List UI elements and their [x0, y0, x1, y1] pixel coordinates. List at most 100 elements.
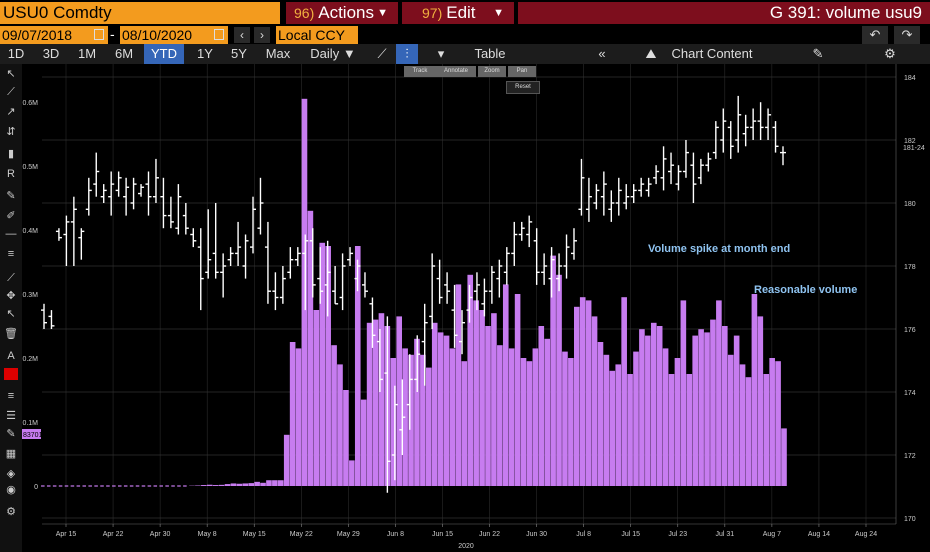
settings-icon[interactable]: ⚙	[6, 506, 16, 518]
reset-button[interactable]: Reset	[506, 81, 540, 94]
cursor-icon[interactable]: ↖	[6, 68, 16, 80]
price-bar	[742, 114, 749, 147]
edit-menu-button[interactable]: 97) Edit ▼	[402, 2, 514, 24]
fib-icon[interactable]: ⇵	[6, 126, 16, 138]
price-bar	[600, 171, 607, 216]
colors-icon[interactable]: ◉	[6, 484, 16, 496]
chevron-down-icon[interactable]: ▾	[437, 46, 445, 61]
table-button[interactable]: Table	[474, 46, 506, 61]
pencil-icon[interactable]: ✎	[6, 190, 16, 202]
period-1y[interactable]: 1Y	[197, 46, 213, 61]
volume-bar	[325, 246, 331, 486]
period-5y[interactable]: 5Y	[231, 46, 247, 61]
volume-price-chart[interactable]: 00.1M0.2M0.3M0.4M0.5M0.6M 17017217417617…	[0, 64, 930, 552]
collapse-icon[interactable]: «	[598, 46, 606, 61]
track-button[interactable]: Track	[404, 66, 436, 77]
volume-bar	[147, 485, 152, 487]
drawing-tools-strip: ↖ ⟋ ↗ ⇵ ▮ R ✎ ✐ — ≡ ⟋ ✥ ↖ 🗑 A ≡ ☰ ✎ ▦ ◈ …	[0, 64, 22, 552]
price-bar	[608, 190, 615, 222]
text-tool-icon[interactable]: A	[7, 350, 15, 362]
last-price-label: 181-24	[903, 145, 925, 152]
line-style-icon[interactable]: ≡	[7, 390, 15, 402]
chevron-down-icon: ▼	[377, 7, 388, 19]
trendline-icon[interactable]: ⟋	[7, 86, 15, 98]
r-tool-icon[interactable]: R	[7, 168, 15, 180]
prev-period-button[interactable]: ‹	[234, 27, 250, 43]
period-max[interactable]: Max	[265, 46, 291, 61]
price-bar	[563, 234, 570, 279]
undo-icon[interactable]: ↶	[862, 26, 888, 44]
x-axis-tick: Apr 15	[56, 531, 77, 538]
price-bar	[324, 240, 331, 317]
price-bar	[220, 253, 227, 298]
channel-icon[interactable]: ≡	[7, 248, 15, 260]
left-axis-tick: 0	[34, 484, 38, 491]
volume-bar	[337, 364, 343, 486]
x-axis-tick: Jul 15	[621, 531, 640, 538]
right-axis-tick: 176	[904, 327, 916, 334]
volume-bar	[722, 326, 728, 486]
period-6m[interactable]: 6M	[114, 46, 134, 61]
ticker-field[interactable]: USU0 Comdty	[0, 2, 280, 24]
pointer-icon[interactable]: ↖	[6, 308, 16, 320]
volume-bar	[390, 358, 397, 486]
line-chart-icon[interactable]: ⟋	[377, 46, 387, 61]
start-date-field[interactable]: 09/07/2018	[0, 26, 108, 44]
period-1d[interactable]: 1D	[7, 46, 25, 61]
currency-select[interactable]: Local CCY	[276, 26, 358, 44]
price-bar	[653, 165, 660, 185]
price-bar	[511, 221, 518, 266]
zoom-button[interactable]: Zoom	[478, 66, 506, 77]
volume-bar	[118, 485, 122, 487]
right-axis-tick: 184	[904, 75, 916, 82]
edit-icon[interactable]: ✎	[812, 46, 824, 61]
line-weight-icon[interactable]: ☰	[6, 410, 16, 422]
volume-bar	[597, 342, 604, 486]
edit-label: Edit	[446, 3, 476, 22]
ruler-icon[interactable]: ▮	[7, 148, 15, 160]
pan-button[interactable]: Pan	[508, 66, 536, 77]
volume-bar	[757, 316, 764, 486]
volume-bar	[295, 348, 302, 486]
period-ytd[interactable]: YTD	[144, 44, 184, 64]
price-bar	[503, 247, 510, 285]
price-bar	[205, 209, 212, 279]
volume-bar	[248, 483, 254, 486]
redo-icon[interactable]: ↷	[894, 26, 920, 44]
actions-menu-button[interactable]: 96) Actions ▼	[286, 2, 398, 24]
annotate-button[interactable]: Annotate	[436, 66, 476, 77]
hline-icon[interactable]: —	[5, 228, 17, 240]
color-swatch-icon[interactable]	[4, 368, 18, 380]
volume-bar	[313, 310, 320, 486]
calendar-icon[interactable]	[94, 29, 104, 40]
price-bar	[85, 177, 92, 216]
move-icon[interactable]: ✥	[6, 290, 16, 302]
trash-icon[interactable]: 🗑	[4, 328, 18, 340]
chart-content-button[interactable]: Chart Content	[671, 46, 753, 61]
marker-icon[interactable]: ✎	[6, 428, 16, 440]
gear-icon[interactable]: ⚙	[884, 46, 896, 61]
price-bar	[533, 228, 540, 285]
price-bar	[63, 215, 70, 266]
palette-icon[interactable]: ◈	[6, 468, 16, 480]
price-bar	[399, 379, 406, 455]
next-period-button[interactable]: ›	[254, 27, 270, 43]
price-bar	[697, 158, 704, 185]
price-bar	[645, 177, 652, 197]
volume-bar	[615, 364, 622, 486]
volume-bar	[260, 482, 266, 486]
brush-icon[interactable]: ✐	[6, 210, 16, 222]
end-date-field[interactable]: 08/10/2020	[120, 26, 228, 44]
period-1m[interactable]: 1M	[77, 46, 97, 61]
line-tool-icon[interactable]: ⟋	[7, 272, 15, 284]
arrow-icon[interactable]: ↗	[6, 106, 16, 118]
price-bar	[190, 228, 197, 248]
grid-icon[interactable]: ▦	[5, 448, 17, 460]
price-bar	[93, 152, 100, 197]
bar-chart-icon[interactable]: ⫶	[396, 44, 418, 64]
period-3d[interactable]: 3D	[42, 46, 60, 61]
price-bar	[660, 146, 667, 191]
calendar-icon[interactable]	[214, 29, 224, 40]
frequency-select[interactable]: Daily ▼	[302, 44, 364, 64]
price-bar	[765, 108, 772, 140]
